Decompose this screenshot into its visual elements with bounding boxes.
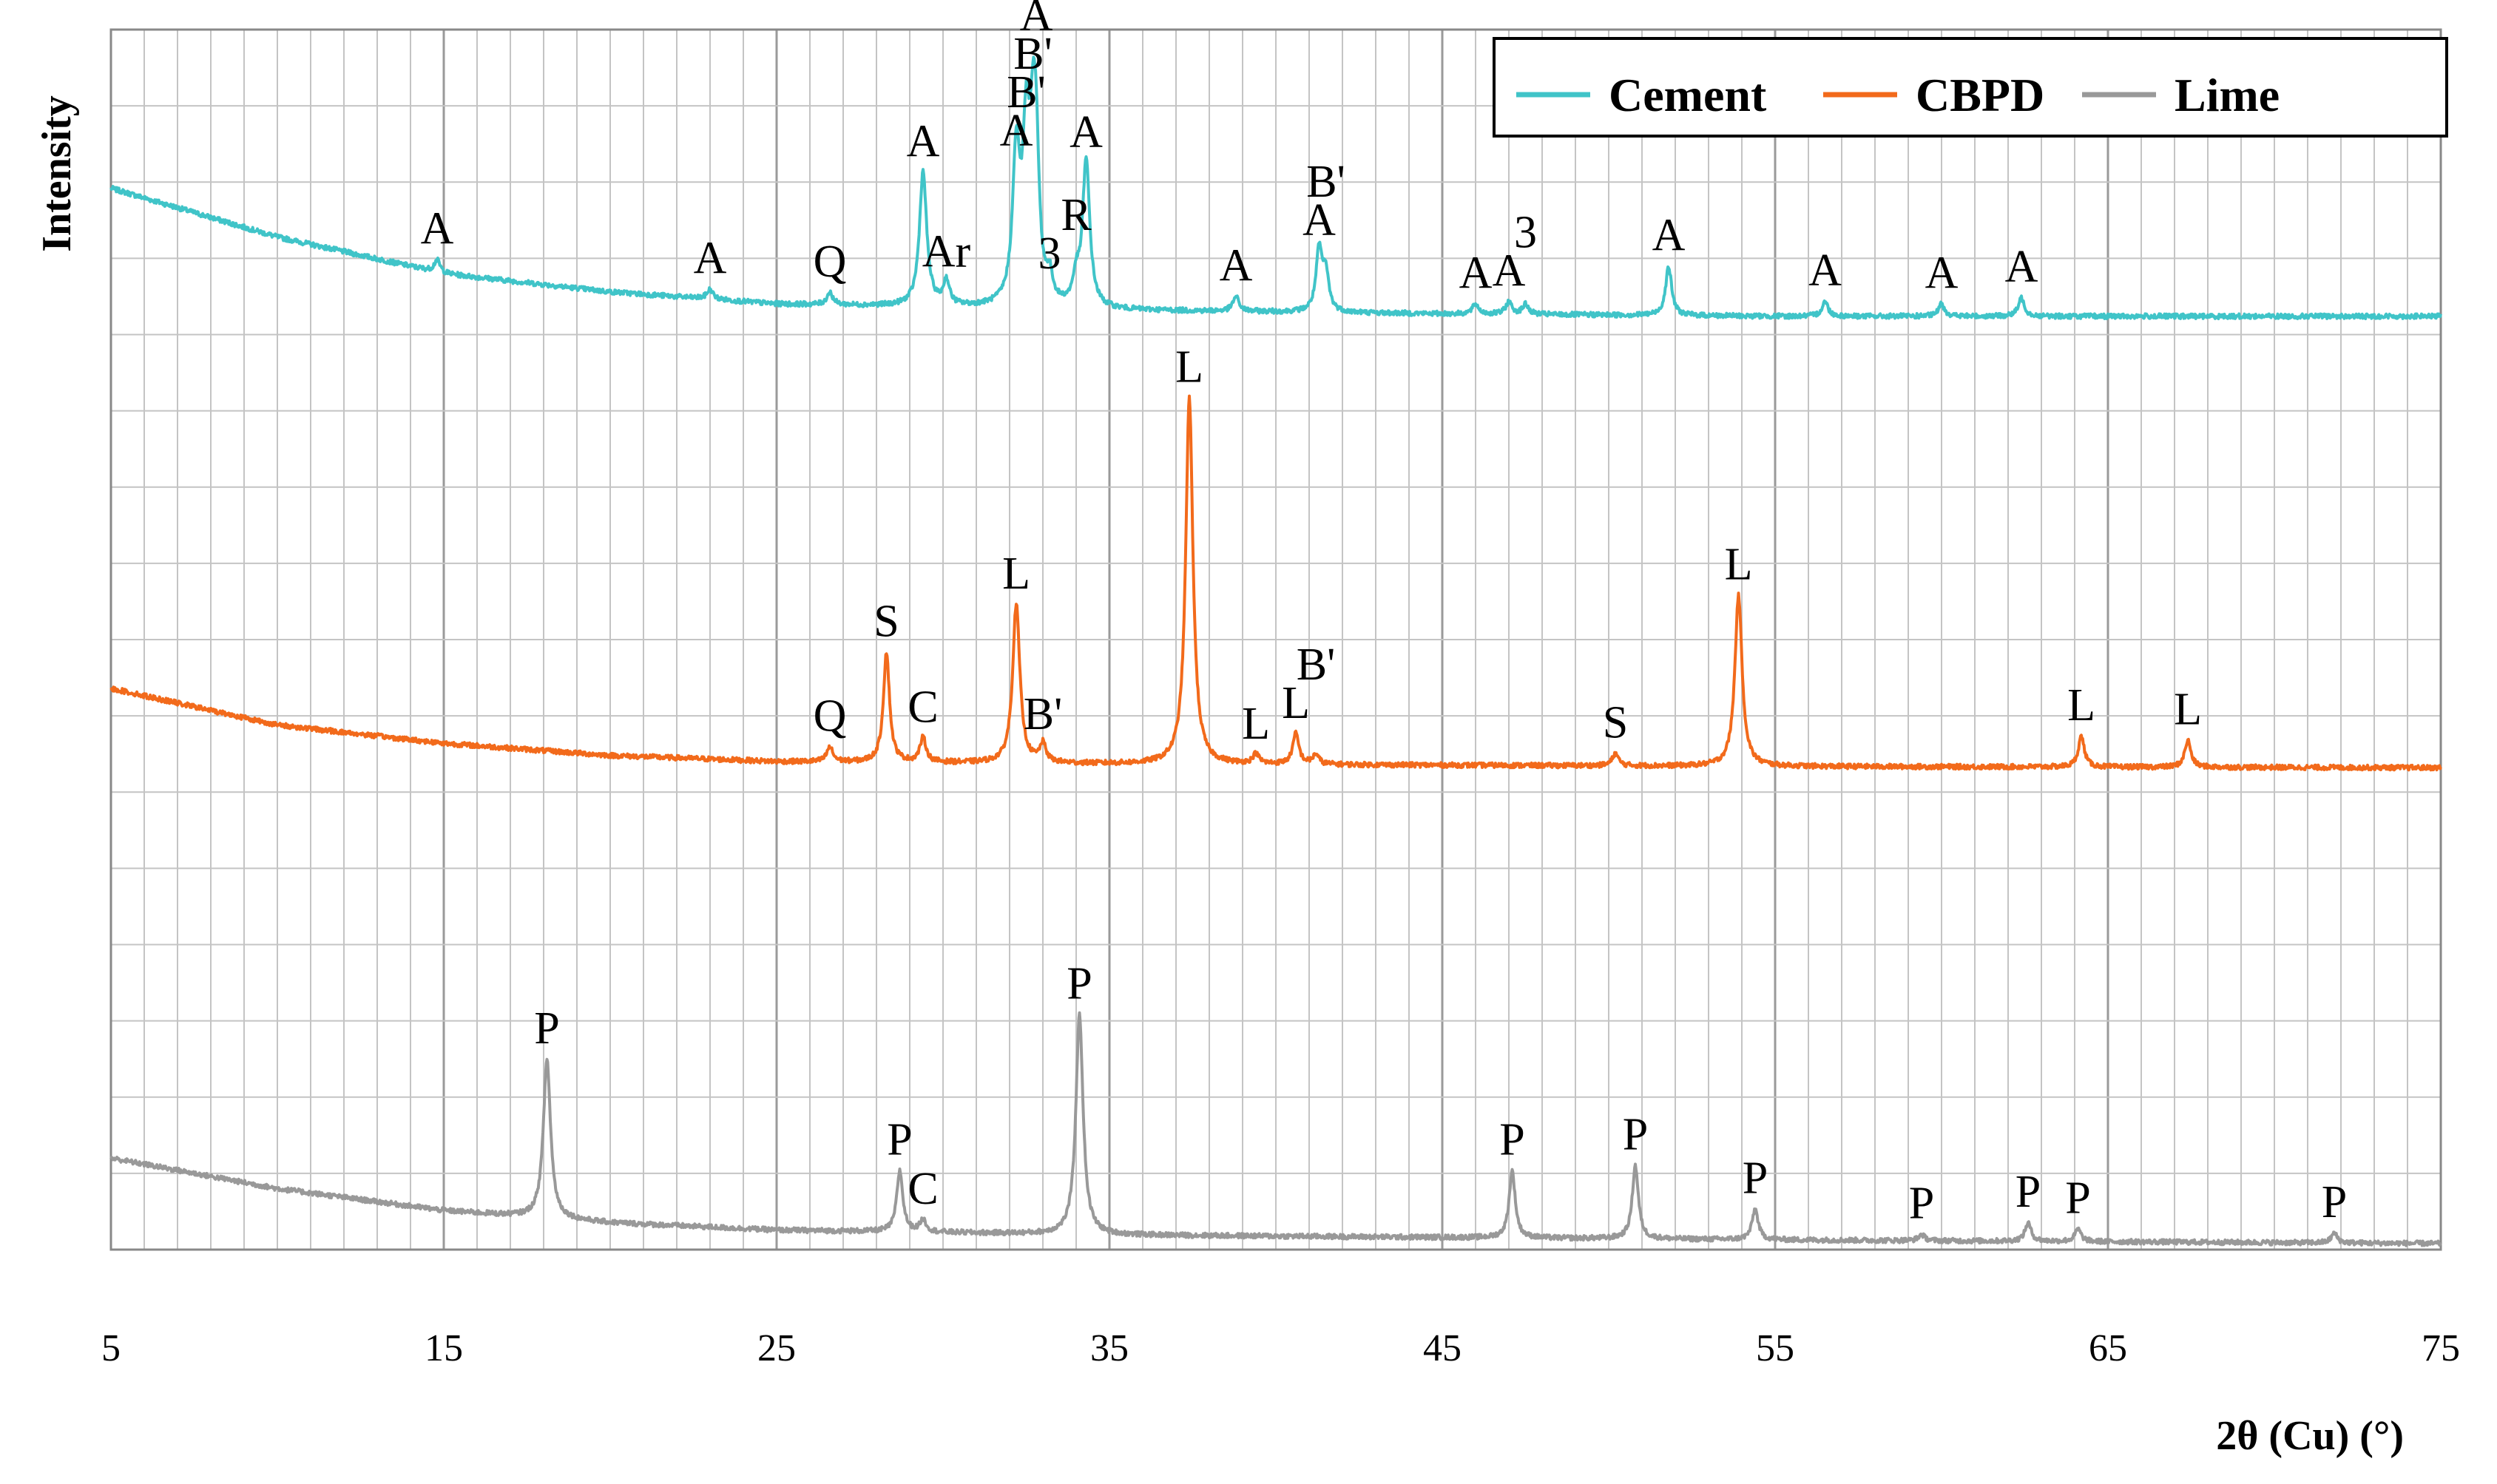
peak-label: 3 [1038, 228, 1061, 279]
peak-label: P [887, 1115, 912, 1165]
peak-label: A [1302, 195, 1336, 245]
peak-label: P [1499, 1114, 1524, 1165]
peak-label: A [1493, 246, 1526, 297]
peak-label: Ar [922, 226, 971, 277]
peak-label: L [1175, 342, 1203, 393]
x-tick-label: 75 [2422, 1327, 2460, 1369]
legend-label-lime: Lime [2175, 69, 2280, 121]
plot-area [109, 28, 2442, 1251]
peak-label: P [1067, 959, 1092, 1009]
peak-label: A [1808, 245, 1842, 296]
peak-label: S [1603, 697, 1628, 748]
series-line-cement [109, 55, 2442, 320]
peak-label: P [1743, 1153, 1768, 1203]
peak-label: L [2067, 680, 2095, 731]
peak-label: B' [1024, 689, 1063, 739]
peak-label: B' [1306, 157, 1345, 207]
peak-label: L [1725, 539, 1753, 589]
peak-label: P [534, 1003, 559, 1054]
y-axis-title: Intensity [34, 95, 80, 252]
peak-label: A [1070, 107, 1103, 157]
legend-label-cbpd: CBPD [1916, 69, 2044, 121]
x-tick-label: 55 [1756, 1327, 1794, 1369]
peak-label: C [908, 1164, 938, 1214]
peak-label: L [1002, 549, 1030, 599]
peak-label: P [2065, 1173, 2090, 1224]
legend-label-cement: Cement [1609, 69, 1767, 121]
x-tick-label: 45 [1423, 1327, 1462, 1369]
peak-label: C [908, 682, 938, 732]
peak-label: L [1282, 678, 1310, 728]
peak-label: L [2174, 684, 2202, 734]
peak-label: S [874, 597, 899, 647]
peak-label: P [1909, 1179, 1934, 1229]
peak-label: R [1061, 190, 1092, 240]
peak-label: 3 [1514, 208, 1537, 258]
peak-label: B' [1007, 67, 1046, 118]
peak-label: A [1925, 248, 1959, 298]
series-layer [109, 55, 2442, 1247]
peak-label: P [2322, 1177, 2347, 1227]
peak-label: A [2005, 242, 2038, 292]
x-axis-ticks: 5 15 25 35 45 55 65 75 [101, 1327, 2460, 1369]
peak-label: Q [814, 237, 847, 287]
peak-label: A [421, 204, 454, 254]
x-tick-label: 5 [101, 1327, 121, 1369]
peak-label: A [1459, 248, 1493, 299]
peak-label: Q [814, 691, 847, 742]
peak-label: P [1623, 1109, 1648, 1159]
peak-label: A [1000, 106, 1033, 156]
series-line-cbpd [109, 394, 2442, 772]
x-tick-label: 15 [425, 1327, 463, 1369]
x-tick-label: 65 [2089, 1327, 2127, 1369]
peak-label: B' [1297, 640, 1336, 690]
grid [111, 30, 2441, 1250]
peak-label: A [694, 233, 727, 283]
x-tick-label: 35 [1090, 1327, 1129, 1369]
peak-label: A [1220, 241, 1253, 291]
peak-label: A [907, 116, 940, 166]
peak-label: L [1242, 699, 1270, 749]
x-tick-label: 25 [757, 1327, 796, 1369]
x-axis-title: 2θ (Cu) (°) [2216, 1413, 2404, 1459]
peak-label: B' [1013, 29, 1052, 79]
legend-box [1493, 37, 2448, 138]
series-line-lime [109, 1011, 2442, 1247]
peak-label: A [1652, 211, 1686, 261]
legend: Cement CBPD Lime [1493, 37, 2448, 138]
peak-label: P [2015, 1167, 2041, 1217]
peak-label: A [1020, 0, 1053, 41]
